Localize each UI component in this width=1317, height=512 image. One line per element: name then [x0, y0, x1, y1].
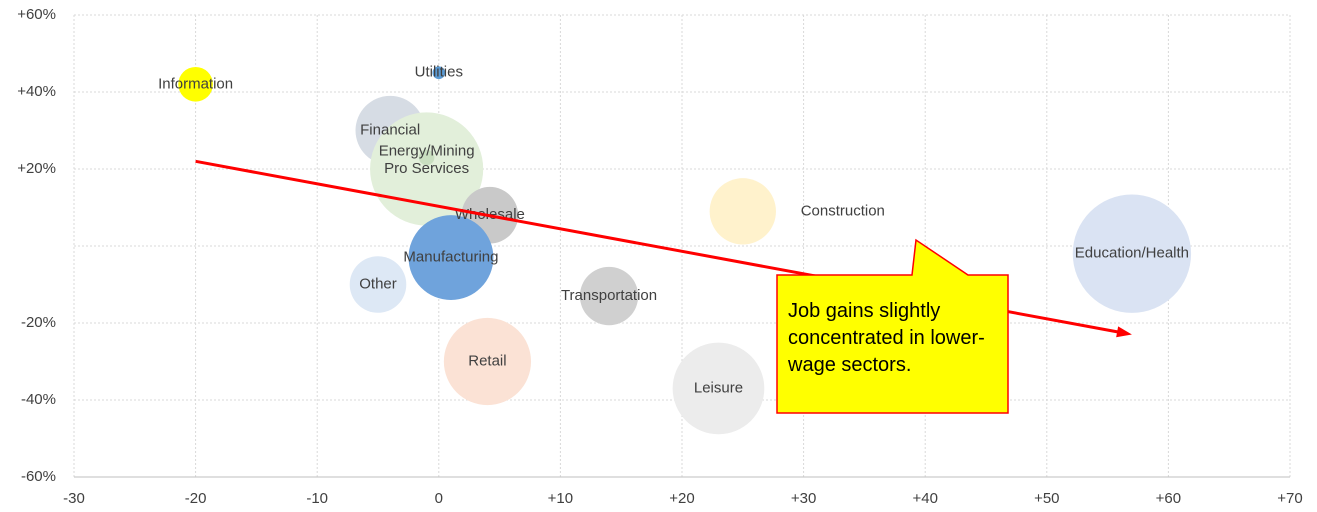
y-tick-label: +20% [17, 160, 56, 177]
y-tick-label: -40% [21, 391, 56, 408]
x-tick-label: +20 [669, 490, 694, 507]
x-tick-label: +70 [1277, 490, 1302, 507]
bubble-label: Education/Health [1075, 245, 1189, 262]
bubble-label: Information [158, 75, 233, 92]
bubble [709, 178, 776, 245]
bubble [349, 256, 407, 313]
callout-box [776, 238, 1009, 414]
x-tick-label: -20 [185, 490, 207, 507]
bubble [408, 215, 494, 300]
bubble [370, 112, 484, 226]
bubble-label: Other [359, 275, 397, 292]
x-tick-label: 0 [435, 490, 443, 507]
bubble [579, 266, 639, 326]
bubble-label: Construction [801, 202, 885, 219]
y-tick-label: +60% [17, 6, 56, 23]
x-tick-label: +10 [548, 490, 573, 507]
y-tick-label: -60% [21, 468, 56, 485]
x-tick-label: +50 [1034, 490, 1059, 507]
bubble-label: Leisure [694, 379, 743, 396]
bubble-label: Utilities [415, 64, 463, 81]
bubble [672, 342, 765, 435]
y-tick-label: -20% [21, 314, 56, 331]
y-tick-label: +40% [17, 83, 56, 100]
x-tick-label: +40 [912, 490, 937, 507]
x-tick-label: +60 [1156, 490, 1181, 507]
bubble-label: Financial [360, 121, 420, 138]
bubble-label: Transportation [561, 287, 657, 304]
bubble-label: Energy/Mining [379, 142, 475, 159]
bubble [432, 66, 446, 80]
x-tick-label: -10 [306, 490, 328, 507]
bubble [418, 149, 435, 166]
x-tick-label: -30 [63, 490, 85, 507]
bubble-label: Manufacturing [403, 249, 498, 266]
bubble [1072, 194, 1192, 313]
bubble-label: Retail [468, 352, 506, 369]
bubble [178, 66, 213, 102]
bubble [443, 317, 532, 406]
bubble-label: Pro Services [384, 160, 469, 177]
callout-text: Job gains slightly concentrated in lower… [788, 300, 985, 376]
trend-arrowhead [1116, 326, 1132, 338]
x-tick-label: +30 [791, 490, 816, 507]
